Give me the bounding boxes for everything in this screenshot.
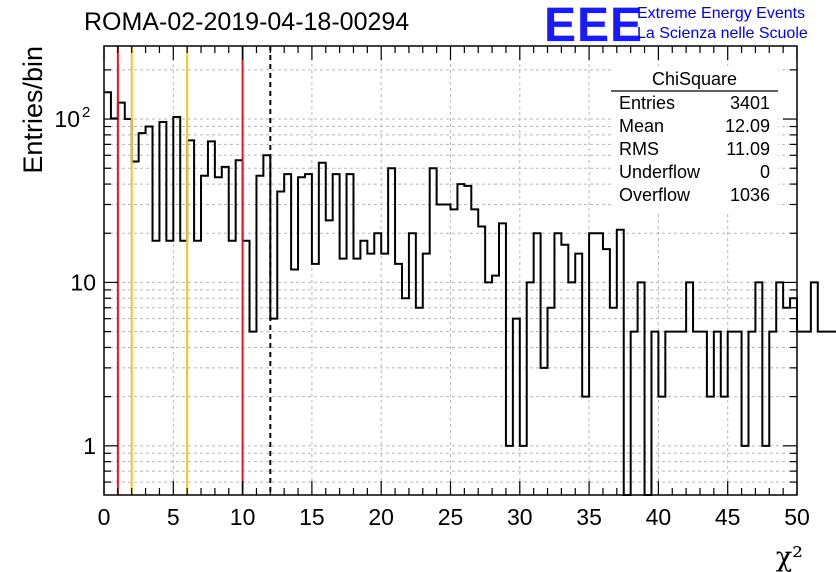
stats-value: 3401 <box>730 93 770 113</box>
histogram-series <box>104 91 836 496</box>
x-tick-label: 15 <box>299 504 325 530</box>
run-title: ROMA-02-2019-04-18-00294 <box>84 8 410 36</box>
stats-label: Overflow <box>619 185 691 205</box>
x-tick-label: 20 <box>368 504 394 530</box>
histogram-line <box>104 91 836 496</box>
x-tick-label: 0 <box>98 504 111 530</box>
eee-logo: EEE <box>544 0 644 52</box>
x-tick-label: 35 <box>576 504 602 530</box>
reference-lines <box>116 46 272 495</box>
logo-caption-line2: La Scienza nelle Scuole <box>637 25 808 42</box>
y-axis-label: Entries/bin <box>18 46 48 174</box>
x-tick-label: 10 <box>230 504 256 530</box>
x-tick-label: 30 <box>507 504 533 530</box>
x-tick-label: 40 <box>646 504 672 530</box>
axis-ticks <box>103 46 798 495</box>
x-tick-label: 50 <box>784 504 810 530</box>
stats-label: RMS <box>619 139 659 159</box>
stats-background <box>611 66 778 212</box>
y-tick-label: 1 <box>83 433 96 459</box>
x-tick-label: 25 <box>438 504 464 530</box>
stats-value: 0 <box>760 162 770 182</box>
stats-title: ChiSquare <box>652 69 737 89</box>
y-tick-label: 10 <box>54 106 80 132</box>
stats-label: Mean <box>619 116 664 136</box>
stats-label: Entries <box>619 93 675 113</box>
y-tick-label-exponent: 2 <box>82 104 90 121</box>
stats-value: 11.09 <box>726 139 770 159</box>
stats-box: ChiSquare Entries 3401 Mean 12.09 RMS 11.09 Und… <box>611 66 778 212</box>
stats-value: 1036 <box>730 185 770 205</box>
logo-caption-line1: Extreme Energy Events <box>637 5 806 22</box>
x-axis-label: χ² <box>776 542 803 572</box>
y-tick-label: 10 <box>70 269 96 295</box>
stats-value: 12.09 <box>725 116 770 136</box>
x-tick-label: 5 <box>167 504 180 530</box>
x-tick-label: 45 <box>715 504 741 530</box>
stats-label: Underflow <box>619 162 701 182</box>
